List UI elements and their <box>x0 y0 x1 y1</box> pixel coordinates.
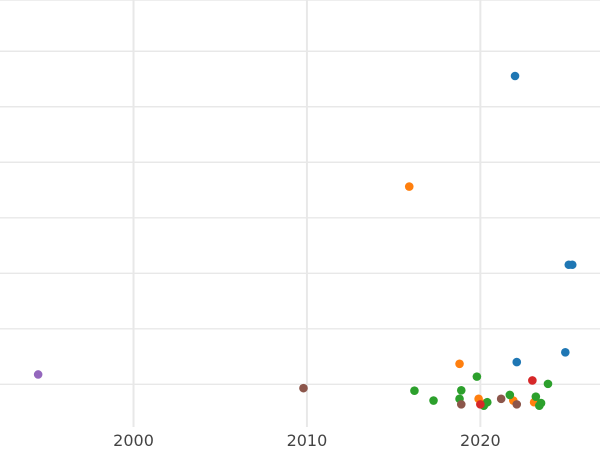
data-point-s2-7 <box>505 390 515 400</box>
data-point-s0-2 <box>567 260 577 270</box>
grid <box>0 0 600 427</box>
data-point-s5-1 <box>496 394 506 404</box>
x-tick-label: 2000 <box>113 431 154 450</box>
data-point-s0-4 <box>512 357 522 367</box>
data-points <box>33 71 577 410</box>
data-point-s0-0 <box>510 71 520 81</box>
data-point-s2-0 <box>472 372 482 381</box>
data-point-s2-2 <box>410 386 419 396</box>
data-point-s3-1 <box>476 400 485 409</box>
data-point-s2-3 <box>456 385 466 395</box>
data-point-s5-0 <box>299 383 308 393</box>
x-tick-label: 2010 <box>287 431 328 450</box>
data-point-s4-0 <box>33 370 43 379</box>
x-tick-label: 2020 <box>460 431 501 450</box>
data-point-s3-0 <box>528 376 537 385</box>
data-point-s1-0 <box>404 182 414 191</box>
data-point-s2-1 <box>543 379 553 389</box>
data-point-s5-3 <box>512 400 522 409</box>
data-point-s2-4 <box>429 396 438 405</box>
x-axis-ticks: 2000 2010 2020 <box>113 431 501 450</box>
data-point-s0-3 <box>561 347 570 357</box>
data-point-s5-2 <box>456 400 466 409</box>
data-point-s2-8 <box>531 392 541 401</box>
data-point-s1-1 <box>455 359 464 369</box>
data-point-s2-11 <box>535 401 544 410</box>
